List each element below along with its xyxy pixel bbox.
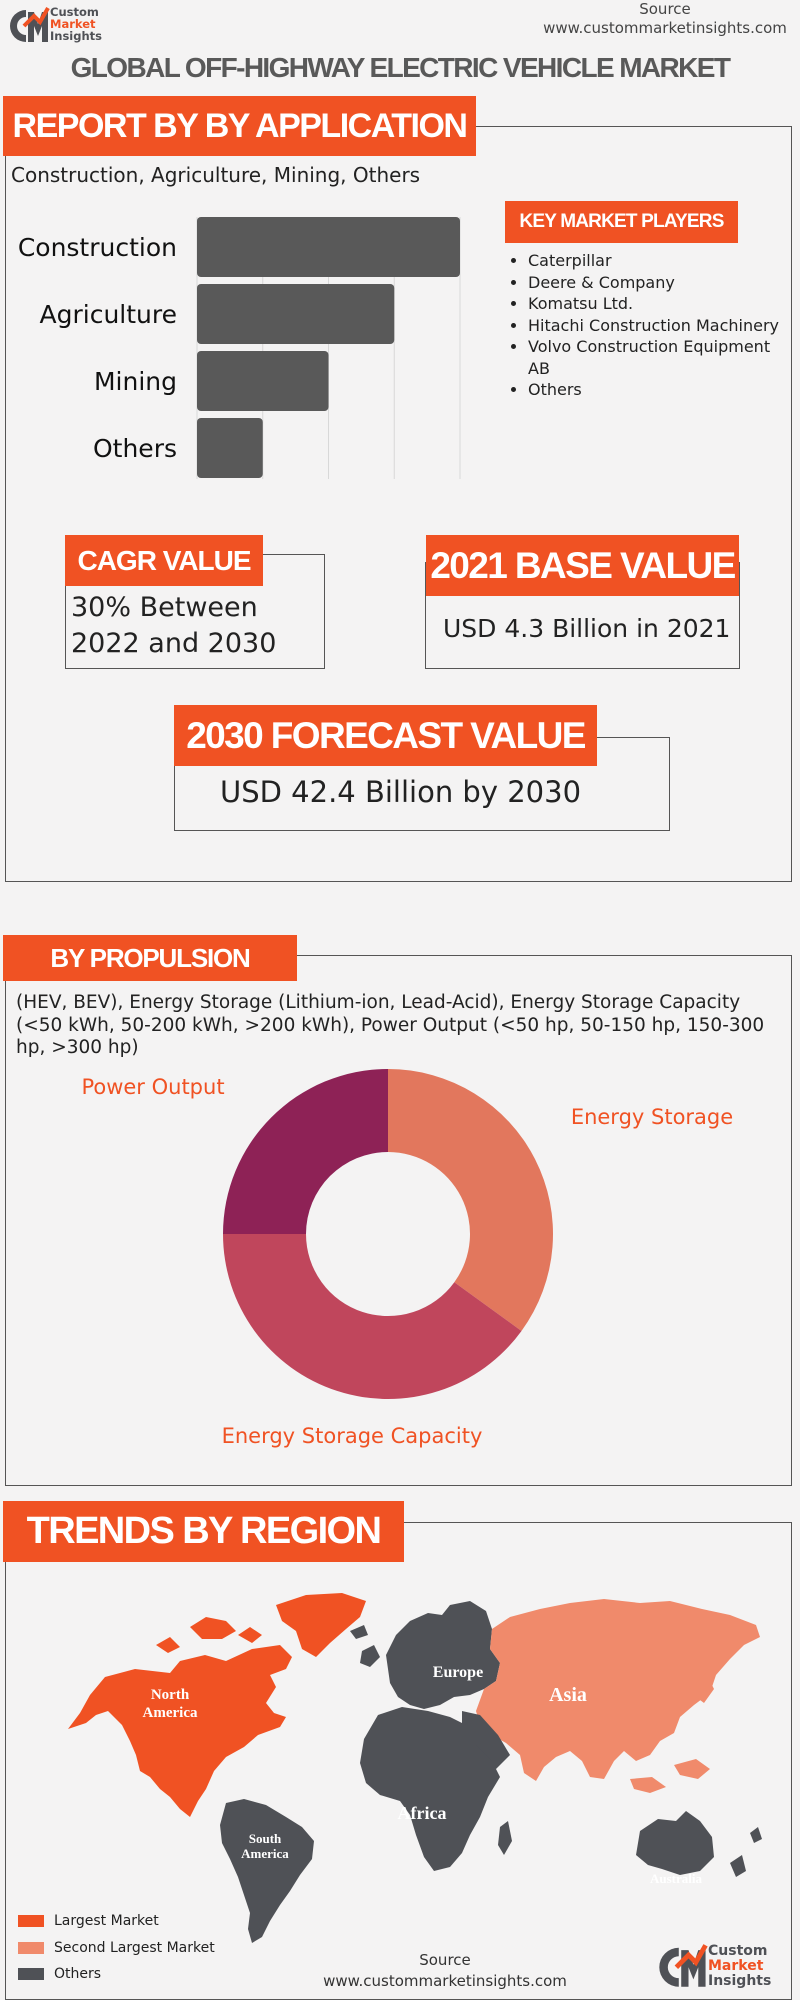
bar-chart-svg: Construction Agriculture Mining Others xyxy=(18,217,461,479)
key-player-item: Hitachi Construction Machinery xyxy=(528,315,796,337)
page-title: GLOBAL OFF-HIGHWAY ELECTRIC VEHICLE MARK… xyxy=(70,52,731,83)
footer-logo-text-1: Custom xyxy=(708,1943,768,1959)
footer-logo-text-3: Insights xyxy=(708,1973,772,1989)
bar-label-mining: Mining xyxy=(94,367,177,396)
propulsion-description: (HEV, BEV), Energy Storage (Lithium-ion,… xyxy=(16,992,765,1058)
key-players-list: CaterpillarDeere & CompanyKomatsu Ltd.Hi… xyxy=(506,250,796,401)
europe-shape xyxy=(386,1601,500,1709)
cagr-heading: CAGR VALUE xyxy=(65,535,263,586)
propulsion-donut-chart: Energy Storage Energy Storage Capacity Pow… xyxy=(0,1060,800,1460)
footer-logo: Custom Market Insights xyxy=(652,1938,798,1994)
label-australia: Australia xyxy=(650,1871,703,1886)
donut-slice-energy-storage-capacity xyxy=(223,1234,522,1399)
source-label: Source xyxy=(639,0,691,18)
forecast-value: USD 42.4 Billion by 2030 xyxy=(220,775,582,809)
bar-label-construction: Construction xyxy=(18,233,177,262)
footer-source-url[interactable]: www.custommarketinsights.com xyxy=(323,1972,567,1990)
logo-text-2: Market xyxy=(50,17,96,31)
label-europe: Europe xyxy=(433,1664,483,1681)
application-heading: REPORT BY BY APPLICATION xyxy=(3,96,476,156)
donut-chart-svg: Energy Storage Energy Storage Capacity Pow… xyxy=(81,1069,733,1448)
donut-label-power-output: Power Output xyxy=(81,1075,224,1099)
legend-largest: Largest Market xyxy=(18,1913,159,1929)
base-value: USD 4.3 Billion in 2021 xyxy=(443,614,731,643)
bar-mining xyxy=(197,351,329,411)
donut-label-energy-storage: Energy Storage xyxy=(571,1105,733,1129)
application-subtitle: Construction, Agriculture, Mining, Other… xyxy=(11,163,421,187)
cagr-value: 30% Between 2022 and 2030 xyxy=(71,592,277,659)
key-player-item: Komatsu Ltd. xyxy=(528,293,796,315)
bar-construction xyxy=(197,217,460,277)
world-map: North America Europe Asia Africa South Ame… xyxy=(68,1593,762,1943)
key-player-item: Volvo Construction Equipment AB xyxy=(528,336,796,379)
legend-label-second: Second Largest Market xyxy=(54,1940,215,1956)
australia-shape xyxy=(636,1811,714,1875)
legend-label-largest: Largest Market xyxy=(54,1913,159,1929)
logo-text-1: Custom xyxy=(50,5,99,19)
asia-shape xyxy=(476,1599,760,1781)
logo-text-3: Insights xyxy=(50,29,103,43)
logo: Custom Market Insights xyxy=(4,2,134,48)
propulsion-panel xyxy=(5,955,792,1486)
south-america-shape xyxy=(220,1799,314,1943)
propulsion-heading: BY PROPULSION xyxy=(3,935,297,981)
north-america-shape xyxy=(68,1645,292,1817)
legend-second: Second Largest Market xyxy=(18,1940,215,1956)
bar-label-others: Others xyxy=(93,434,177,463)
logo-mark-icon xyxy=(10,7,50,42)
legend-others: Others xyxy=(18,1966,101,1982)
bar-others xyxy=(197,418,263,478)
label-north-america: North America xyxy=(143,1687,198,1721)
bar-agriculture xyxy=(197,284,395,344)
donut-slice-power-output xyxy=(223,1069,388,1234)
key-player-item: Others xyxy=(528,379,796,401)
footer-logo-text-2: Market xyxy=(708,1958,764,1974)
footer-source-label: Source xyxy=(419,1951,471,1969)
label-africa: Africa xyxy=(398,1803,447,1823)
legend-label-others: Others xyxy=(54,1966,102,1982)
base-value-heading: 2021 BASE VALUE xyxy=(426,535,739,596)
label-asia: Asia xyxy=(549,1684,587,1706)
donut-slice-energy-storage xyxy=(388,1069,553,1331)
footer-logo-mark-icon xyxy=(659,1944,708,1987)
greenland-shape xyxy=(276,1593,366,1657)
region-heading: TRENDS BY REGION xyxy=(3,1501,404,1562)
bar-label-agriculture: Agriculture xyxy=(40,300,178,329)
key-player-item: Caterpillar xyxy=(528,250,796,272)
legend-swatch-largest xyxy=(18,1915,44,1927)
key-players-heading: KEY MARKET PLAYERS xyxy=(505,201,738,243)
label-south-america: South America xyxy=(241,1831,289,1861)
key-player-item: Deere & Company xyxy=(528,272,796,294)
legend-swatch-second xyxy=(18,1942,44,1954)
forecast-heading: 2030 FORECAST VALUE xyxy=(174,705,597,766)
application-bar-chart: Construction Agriculture Mining Others xyxy=(0,205,470,485)
africa-shape xyxy=(360,1707,500,1871)
source-url[interactable]: www.custommarketinsights.com xyxy=(543,19,787,37)
donut-label-energy-storage-capacity: Energy Storage Capacity xyxy=(222,1424,483,1448)
legend-swatch-others xyxy=(18,1968,44,1980)
